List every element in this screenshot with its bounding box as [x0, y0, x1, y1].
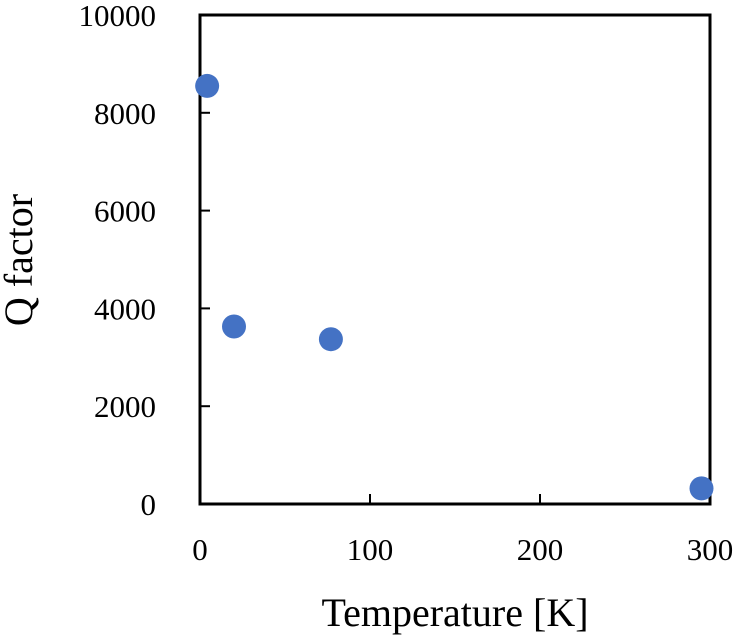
x-axis-title: Temperature [K] [321, 590, 588, 635]
y-axis-ticks: 0 2000 4000 6000 8000 10000 [79, 0, 210, 522]
plot-area [198, 13, 712, 506]
y-tick-label: 8000 [94, 96, 156, 131]
y-tick-label: 4000 [94, 291, 156, 326]
data-points [195, 73, 714, 501]
x-tick-label: 0 [192, 532, 208, 567]
y-tick-label: 10000 [79, 0, 157, 33]
y-tick-label: 2000 [94, 389, 156, 424]
data-point [195, 73, 220, 98]
y-tick-label: 6000 [94, 194, 156, 229]
x-tick-label: 100 [347, 532, 394, 567]
y-tick-label: 0 [141, 487, 157, 522]
x-tick-label: 200 [517, 532, 564, 567]
x-tick-label: 300 [687, 532, 734, 567]
y-axis-title: Q factor [0, 194, 41, 326]
data-point [689, 476, 714, 501]
data-point [222, 314, 246, 339]
x-axis-ticks: 0 100 200 300 [192, 494, 733, 567]
data-point [318, 327, 343, 352]
